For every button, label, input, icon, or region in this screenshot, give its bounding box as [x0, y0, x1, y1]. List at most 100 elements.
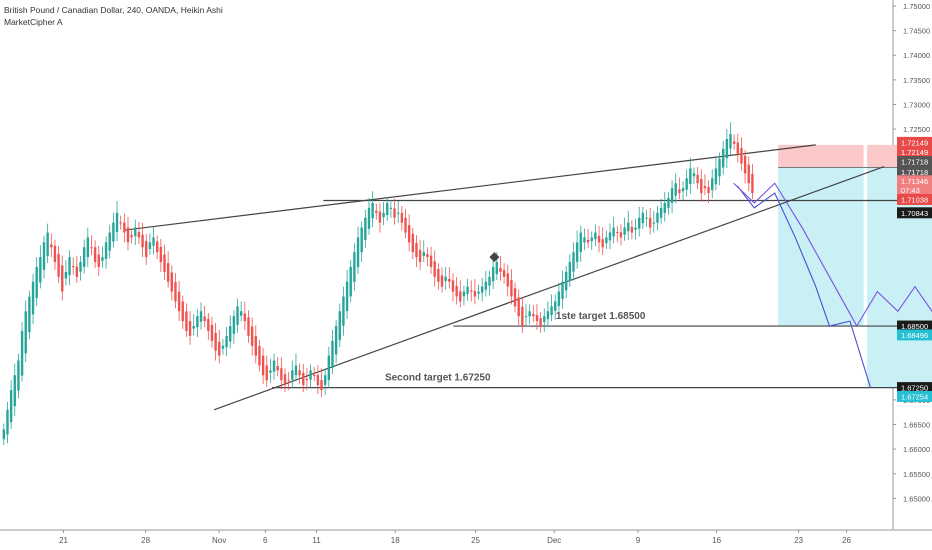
candle-body[interactable] — [93, 247, 97, 263]
candle-body[interactable] — [670, 188, 674, 203]
candle-body[interactable] — [700, 179, 703, 194]
candle-body[interactable] — [725, 138, 729, 159]
candle-body[interactable] — [196, 316, 199, 328]
candle-body[interactable] — [535, 314, 539, 322]
price-badge[interactable] — [897, 207, 932, 219]
candle-body[interactable] — [13, 375, 16, 407]
candle-body[interactable] — [513, 288, 517, 307]
candle-body[interactable] — [112, 222, 115, 242]
candle-body[interactable] — [586, 239, 590, 243]
candle-body[interactable] — [751, 173, 754, 194]
candle-body[interactable] — [692, 173, 696, 177]
candle-body[interactable] — [20, 330, 24, 376]
candle-body[interactable] — [663, 202, 666, 213]
candle-body[interactable] — [6, 409, 9, 435]
candle-body[interactable] — [473, 290, 477, 297]
candle-body[interactable] — [90, 247, 93, 249]
candle-body[interactable] — [499, 268, 502, 272]
candle-body[interactable] — [579, 232, 582, 253]
candle-body[interactable] — [141, 234, 144, 248]
candle-body[interactable] — [221, 345, 225, 349]
candle-body[interactable] — [619, 232, 623, 238]
candle-body[interactable] — [630, 226, 634, 233]
candle-body[interactable] — [177, 291, 181, 312]
candle-body[interactable] — [72, 266, 75, 268]
candle-body[interactable] — [539, 318, 542, 327]
candle-body[interactable] — [35, 266, 38, 299]
candle-body[interactable] — [258, 345, 261, 366]
candle-body[interactable] — [634, 227, 637, 230]
candle-body[interactable] — [170, 272, 173, 292]
candle-body[interactable] — [564, 271, 568, 291]
candle-body[interactable] — [126, 227, 130, 243]
candle-body[interactable] — [422, 252, 425, 257]
candle-body[interactable] — [459, 291, 462, 302]
candle-body[interactable] — [528, 311, 531, 317]
candle-body[interactable] — [678, 189, 681, 194]
candle-body[interactable] — [502, 269, 506, 277]
candle-body[interactable] — [130, 234, 133, 238]
candle-body[interactable] — [638, 217, 641, 229]
candle-body[interactable] — [707, 187, 710, 194]
candle-body[interactable] — [298, 370, 301, 376]
candle-body[interactable] — [616, 231, 619, 233]
candle-body[interactable] — [696, 174, 699, 184]
candle-body[interactable] — [386, 202, 389, 215]
candle-body[interactable] — [550, 306, 553, 316]
candle-body[interactable] — [506, 273, 509, 287]
candle-body[interactable] — [426, 254, 429, 258]
candle-body[interactable] — [568, 262, 572, 282]
candle-body[interactable] — [243, 313, 247, 322]
candle-body[interactable] — [188, 321, 192, 336]
price-badge[interactable] — [897, 329, 932, 341]
candle-body[interactable] — [199, 311, 203, 322]
candle-body[interactable] — [605, 237, 608, 244]
candle-body[interactable] — [349, 266, 352, 297]
candle-body[interactable] — [681, 188, 685, 192]
candle-body[interactable] — [510, 280, 513, 297]
candle-body[interactable] — [79, 262, 82, 272]
candle-body[interactable] — [250, 326, 254, 346]
candle-body[interactable] — [484, 281, 488, 290]
candle-body[interactable] — [353, 252, 356, 282]
candle-body[interactable] — [747, 164, 750, 184]
candle-body[interactable] — [524, 316, 528, 318]
candle-body[interactable] — [345, 281, 349, 312]
candle-body[interactable] — [659, 207, 663, 218]
candle-body[interactable] — [225, 335, 228, 348]
candle-body[interactable] — [601, 239, 604, 248]
candle-body[interactable] — [393, 208, 396, 218]
candle-body[interactable] — [674, 183, 677, 196]
candle-body[interactable] — [155, 241, 159, 253]
candle-body[interactable] — [356, 237, 360, 267]
price-badge[interactable] — [897, 382, 932, 394]
stop-zone-1[interactable] — [778, 144, 864, 168]
candle-body[interactable] — [396, 212, 400, 214]
candle-body[interactable] — [123, 222, 126, 233]
candle-body[interactable] — [703, 186, 707, 189]
projection-path[interactable] — [736, 185, 872, 388]
candle-body[interactable] — [641, 212, 645, 224]
candle-body[interactable] — [272, 360, 276, 372]
candle-body[interactable] — [594, 232, 597, 240]
candle-body[interactable] — [313, 374, 316, 376]
candle-body[interactable] — [338, 311, 341, 341]
candle-body[interactable] — [375, 210, 378, 213]
candle-body[interactable] — [543, 316, 546, 323]
candle-body[interactable] — [575, 242, 579, 262]
candle-body[interactable] — [203, 316, 206, 322]
price-badge[interactable] — [897, 184, 932, 196]
candle-body[interactable] — [342, 296, 345, 326]
candle-body[interactable] — [462, 291, 466, 297]
candle-body[interactable] — [305, 378, 309, 381]
candle-body[interactable] — [152, 237, 155, 246]
candle-body[interactable] — [218, 341, 221, 356]
candle-body[interactable] — [86, 237, 90, 258]
candle-body[interactable] — [174, 282, 177, 302]
candle-body[interactable] — [400, 212, 404, 223]
candle-body[interactable] — [418, 250, 422, 263]
candle-body[interactable] — [2, 429, 6, 440]
candle-body[interactable] — [320, 380, 323, 391]
candle-body[interactable] — [181, 301, 184, 322]
